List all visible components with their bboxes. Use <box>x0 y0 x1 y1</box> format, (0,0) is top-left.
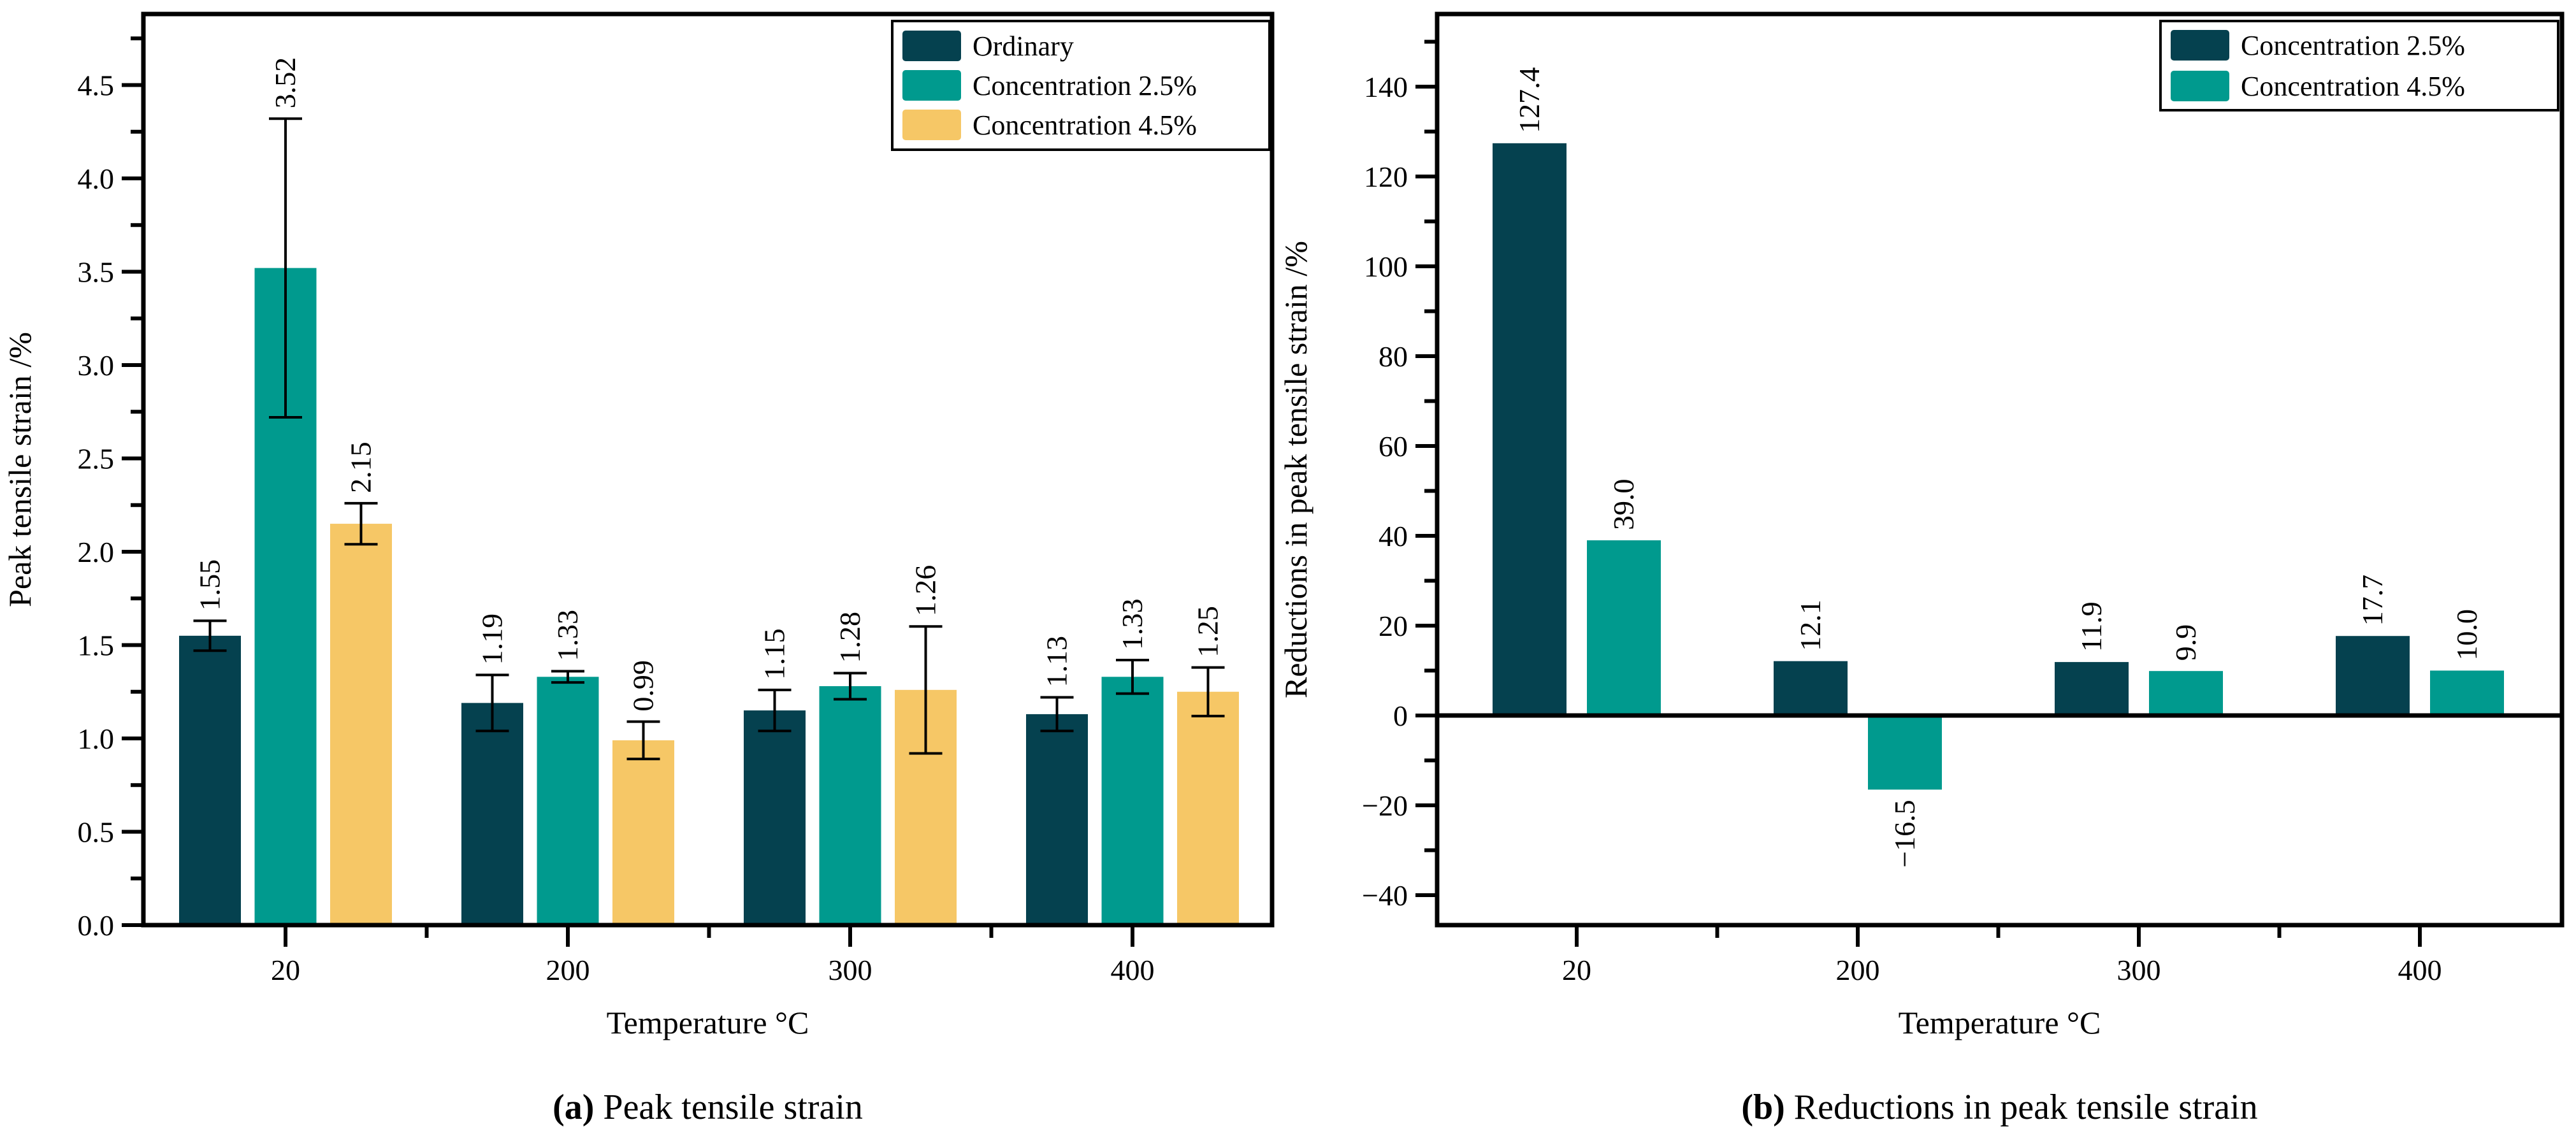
bar-series1-400 <box>1026 714 1088 925</box>
bar-value-label: 1.25 <box>1192 606 1224 658</box>
legend-swatch <box>902 110 961 140</box>
x-tick-label: 200 <box>546 954 590 986</box>
bar-series2-400 <box>2430 670 2504 715</box>
y-tick-label: 100 <box>1364 250 1408 283</box>
legend-swatch <box>2171 30 2229 61</box>
bar-value-label: 1.15 <box>758 628 791 680</box>
y-tick-label: 60 <box>1378 430 1408 463</box>
plot-frame <box>1435 11 2565 928</box>
bar-series3-400 <box>1177 691 1239 925</box>
x-tick-label: 20 <box>271 954 300 986</box>
bar-series1-400 <box>2336 636 2410 715</box>
legend-label: Concentration 4.5% <box>2241 71 2465 102</box>
bar-value-label: 1.33 <box>551 610 584 661</box>
y-tick-label: 4.0 <box>78 162 115 195</box>
bar-series1-200 <box>461 703 523 925</box>
bar-value-label: 0.99 <box>627 660 660 712</box>
y-tick-label: 0.5 <box>78 816 115 849</box>
bar-series3-200 <box>612 740 674 925</box>
y-tick-label: 80 <box>1378 340 1408 373</box>
x-tick-label: 20 <box>1562 954 1591 986</box>
legend-label: Concentration 2.5% <box>2241 30 2465 61</box>
x-tick-label: 400 <box>1111 954 1155 986</box>
bar-value-label: 10.0 <box>2450 609 2483 661</box>
bar-series2-300 <box>2149 671 2223 715</box>
panel-(a): 1.55 1.19 1.15 1.13 3.52 1.33 1.28 1.33 2.15 0.99… <box>2 11 1275 1127</box>
bar-value-label: 1.33 <box>1116 598 1148 650</box>
panel-caption: (b) Reductions in peak tensile strain <box>1741 1088 2257 1127</box>
bar-series1-20 <box>1493 143 1567 715</box>
y-tick-label: 3.0 <box>78 349 115 382</box>
bar-value-label: 39.0 <box>1607 479 1640 531</box>
y-tick-label: 140 <box>1364 71 1408 103</box>
y-tick-label: −40 <box>1362 879 1408 912</box>
y-tick-label: 1.5 <box>78 629 115 662</box>
x-axis-title: Temperature °C <box>607 1005 809 1040</box>
y-tick-label: 4.5 <box>78 69 115 102</box>
legend-swatch <box>902 31 961 61</box>
bar-series3-20 <box>330 524 392 925</box>
bar-value-label: 9.9 <box>2169 624 2202 661</box>
x-tick-label: 300 <box>2117 954 2161 986</box>
bar-series2-200 <box>537 677 599 925</box>
y-tick-label: 2.0 <box>78 536 115 568</box>
y-tick-label: 0 <box>1393 700 1408 732</box>
legend-swatch <box>2171 71 2229 101</box>
panel-(b): 127.4 12.1 11.9 17.7 39.0 −16.5 9.9 10.0 −40 −20 0… <box>1278 11 2565 1127</box>
legend-label: Concentration 4.5% <box>973 110 1197 141</box>
bar-value-label: 11.9 <box>2075 601 2108 652</box>
bar-value-label: 1.28 <box>834 612 866 663</box>
bar-series1-20 <box>179 635 241 925</box>
y-axis-title: Peak tensile strain /% <box>2 332 38 607</box>
bar-value-label: 1.26 <box>909 565 942 617</box>
y-tick-label: 0.0 <box>78 909 115 942</box>
y-tick-label: 40 <box>1378 520 1408 552</box>
y-tick-label: 2.5 <box>78 443 115 475</box>
bar-series1-200 <box>1774 661 1848 715</box>
bar-value-label: 1.19 <box>476 614 509 665</box>
bar-value-label: 2.15 <box>345 442 377 493</box>
y-tick-label: 120 <box>1364 161 1408 193</box>
bar-series2-20 <box>1587 540 1661 715</box>
y-tick-label: 20 <box>1378 610 1408 642</box>
panel-caption: (a) Peak tensile strain <box>553 1088 863 1127</box>
bar-series1-300 <box>2055 662 2129 715</box>
bar-value-label: −16.5 <box>1888 800 1921 867</box>
legend-label: Concentration 2.5% <box>973 70 1197 101</box>
bar-value-label: 17.7 <box>2356 575 2389 626</box>
x-axis-title: Temperature °C <box>1899 1005 2101 1040</box>
bar-series2-400 <box>1101 677 1164 925</box>
y-tick-label: 1.0 <box>78 722 115 755</box>
y-tick-label: −20 <box>1362 789 1408 822</box>
bar-series2-200 <box>1868 715 1942 790</box>
bar-value-label: 3.52 <box>269 57 301 109</box>
y-tick-label: 3.5 <box>78 256 115 289</box>
bar-series1-300 <box>744 710 806 925</box>
bar-value-label: 1.13 <box>1041 636 1073 687</box>
bar-value-label: 12.1 <box>1794 600 1827 651</box>
bar-value-label: 127.4 <box>1513 67 1545 133</box>
bar-series2-300 <box>819 686 881 925</box>
legend-swatch <box>902 70 961 101</box>
y-axis-title: Reductions in peak tensile strain /% <box>1278 241 1313 698</box>
x-tick-label: 200 <box>1836 954 1880 986</box>
x-tick-label: 400 <box>2398 954 2442 986</box>
legend-label: Ordinary <box>973 31 1074 62</box>
bar-value-label: 1.55 <box>194 559 226 611</box>
x-tick-label: 300 <box>829 954 872 986</box>
